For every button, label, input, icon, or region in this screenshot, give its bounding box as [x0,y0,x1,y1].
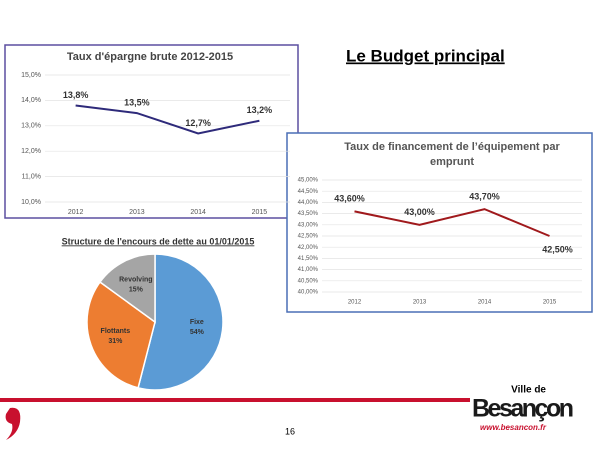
logo-name: Besançon [472,395,574,423]
x-tick-label: 2012 [348,300,362,306]
y-tick-label: 14,0% [21,97,41,104]
slide-title: Le Budget principal [346,46,505,65]
y-tick-label: 11,0% [22,173,41,180]
y-tick-label: 41,00% [298,267,319,273]
y-tick-label: 43,00% [298,222,319,228]
pie-slice [137,253,224,391]
chart-title: Taux de financement de l’équipement par … [344,141,560,168]
pie-slice [86,280,156,389]
y-tick-label: 13,0% [21,123,41,130]
y-tick-label: 42,00% [298,245,319,251]
logo-top: Ville de [511,385,546,396]
y-tick-label: 45,00% [298,178,319,184]
y-tick-label: 44,00% [298,200,319,206]
y-tick-label: 43,50% [298,211,319,217]
data-label: 13,8% [63,90,89,100]
x-tick-label: 2014 [190,209,206,216]
x-tick-label: 2013 [413,300,427,306]
line [354,208,550,237]
slice-value: 54% [190,329,205,336]
data-label: 43,70% [469,191,500,201]
slice-label: Flottants [101,328,131,335]
data-label: 13,5% [124,97,150,107]
data-label: 42,50% [542,244,573,254]
y-tick-label: 10,0% [21,199,41,206]
x-tick-label: 2014 [478,300,492,306]
x-tick-label: 2012 [68,209,84,216]
pie-slice [98,253,156,324]
slice-value: 15% [129,286,144,293]
y-tick-label: 44,50% [298,189,319,195]
chart-title: Taux d'épargne brute 2012-2015 [67,51,233,63]
data-label: 12,7% [185,118,211,128]
y-tick-label: 42,50% [298,234,319,240]
data-label: 13,2% [247,105,273,115]
x-tick-label: 2015 [543,300,557,306]
x-tick-label: 2013 [129,209,145,216]
logo-url: www.besancon.fr [480,423,547,432]
data-label: 43,60% [334,194,365,204]
footer-bar [0,398,470,402]
chart-frame [286,132,593,313]
data-label: 43,00% [404,207,435,217]
line [75,104,260,135]
logo-comma [5,407,21,440]
chart-frame [4,44,299,219]
y-tick-label: 12,0% [21,148,41,155]
y-tick-label: 15,0% [21,72,41,79]
slice-label: Revolving [119,276,152,283]
slice-value: 31% [108,338,123,345]
page-number: 16 [285,426,295,436]
y-tick-label: 40,50% [298,278,319,284]
y-tick-label: 40,00% [298,290,319,296]
y-tick-label: 41,50% [298,256,319,262]
x-tick-label: 2015 [252,209,268,216]
chart-title: Structure de l'encours de dette au 01/01… [62,236,255,246]
slice-label: Fixe [190,319,204,326]
